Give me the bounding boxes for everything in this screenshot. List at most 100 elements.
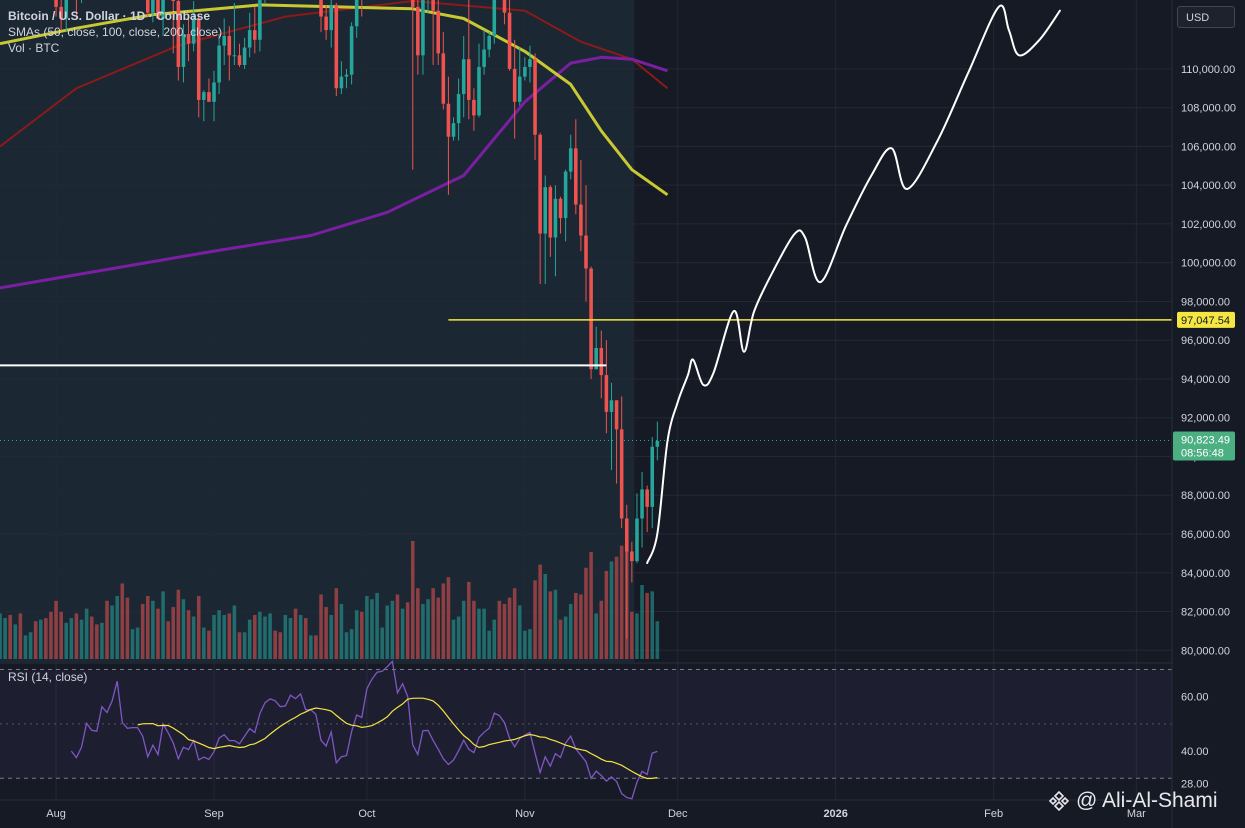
volume-bar xyxy=(365,596,369,659)
time-tick-label: Nov xyxy=(515,808,535,820)
volume-bar xyxy=(502,603,507,659)
candle-body xyxy=(594,347,598,370)
time-tick-label: Aug xyxy=(46,808,66,820)
volume-bar xyxy=(181,599,186,659)
candle-body xyxy=(477,66,481,116)
volume-bar xyxy=(650,591,655,659)
volume-bar xyxy=(380,627,384,659)
rsi-ma-line xyxy=(137,697,658,780)
price-tick-label: 110,000.00 xyxy=(1181,64,1235,76)
candle-body xyxy=(324,16,328,31)
volume-bar xyxy=(202,627,206,659)
volume-bar xyxy=(212,614,216,659)
volume-bar xyxy=(0,613,2,659)
volume-bar xyxy=(339,603,344,659)
volume-bar xyxy=(594,613,598,659)
volume-bar xyxy=(222,614,226,659)
volume-bar xyxy=(609,561,614,659)
rsi-band xyxy=(0,669,1172,779)
candle-body xyxy=(579,204,583,236)
volume-bar xyxy=(237,632,242,659)
price-tick-label: 82,000.00 xyxy=(1181,607,1230,619)
candle-body xyxy=(558,198,563,219)
candle-body xyxy=(441,53,446,104)
volume-bar xyxy=(604,570,609,659)
volume-bar xyxy=(3,618,7,659)
volume-bar xyxy=(441,583,446,659)
candle-body xyxy=(207,92,211,102)
candle-body xyxy=(416,6,420,56)
volume-bar xyxy=(268,613,272,659)
volume-bar xyxy=(227,613,232,659)
bar-countdown-label: 08:56:48 xyxy=(1181,448,1224,460)
candle-body xyxy=(548,187,553,238)
volume-bar xyxy=(89,616,94,659)
candle-body xyxy=(517,76,522,102)
volume-bar xyxy=(105,600,109,659)
volume-legend[interactable]: Vol · BTC xyxy=(8,41,60,55)
volume-bar xyxy=(151,600,155,659)
currency-button[interactable]: USD xyxy=(1177,6,1235,28)
rsi-legend[interactable]: RSI (14, close) xyxy=(8,670,88,684)
volume-bar xyxy=(309,635,313,659)
price-tick-label: 100,000.00 xyxy=(1181,258,1236,270)
price-tick-label: 98,000.00 xyxy=(1181,296,1230,308)
volume-bar xyxy=(324,607,328,659)
time-tick-label: 2026 xyxy=(823,808,847,820)
candle-body xyxy=(568,148,573,172)
price-tick-label: 102,000.00 xyxy=(1181,219,1236,231)
volume-bar xyxy=(451,619,456,659)
volume-bar xyxy=(186,610,191,659)
symbol-title[interactable]: Bitcoin / U.S. Dollar · 1D · Coinbase xyxy=(8,9,211,23)
volume-bar xyxy=(461,600,466,659)
candle-body xyxy=(202,92,206,100)
candle-body xyxy=(252,30,257,40)
volume-bar xyxy=(49,611,53,659)
candle-body xyxy=(319,0,323,17)
sma100-line xyxy=(0,55,668,290)
chart-legend: Bitcoin / U.S. Dollar · 1D · Coinbase SM… xyxy=(8,8,222,56)
candle-body xyxy=(467,59,471,100)
candle-body xyxy=(635,518,639,562)
volume-bar xyxy=(421,603,425,659)
candle-body xyxy=(349,26,354,75)
candle-body xyxy=(630,551,634,562)
candle-body xyxy=(563,171,568,219)
price-tick-label: 94,000.00 xyxy=(1181,374,1230,386)
volume-bar xyxy=(166,621,170,659)
candle-body xyxy=(614,400,619,430)
price-tick-label: 84,000.00 xyxy=(1181,568,1230,580)
volume-bar xyxy=(28,632,33,659)
price-tick-label: 108,000.00 xyxy=(1181,103,1236,115)
volume-bar xyxy=(507,597,512,659)
volume-bar xyxy=(161,591,165,659)
volume-bar xyxy=(416,588,420,659)
candle-body xyxy=(59,6,63,19)
candle-body xyxy=(227,35,232,56)
volume-bar xyxy=(599,600,604,659)
price-axis xyxy=(1172,0,1245,828)
volume-bar xyxy=(574,592,578,659)
candle-body xyxy=(446,103,451,137)
volume-bar xyxy=(655,621,660,659)
candle-body xyxy=(176,1,181,67)
volume-bar xyxy=(533,580,537,659)
candle-body xyxy=(584,235,588,269)
sma-legend[interactable]: SMAs (50, close, 100, close, 200, close) xyxy=(8,25,223,39)
volume-bar xyxy=(390,600,395,659)
price-tick-label: 88,000.00 xyxy=(1181,490,1230,502)
price-tick-label: 106,000.00 xyxy=(1181,141,1236,153)
volume-bar xyxy=(69,618,74,659)
volume-bar xyxy=(44,618,48,659)
candle-body xyxy=(650,446,655,507)
volume-bar xyxy=(176,589,181,659)
volume-bar xyxy=(400,608,405,659)
volume-bar xyxy=(354,610,359,659)
volume-bar xyxy=(497,600,502,659)
candle-body xyxy=(339,76,344,89)
candle-body xyxy=(217,45,221,83)
candle-body xyxy=(472,99,476,116)
volume-bar xyxy=(145,596,150,659)
volume-bar xyxy=(635,613,639,659)
